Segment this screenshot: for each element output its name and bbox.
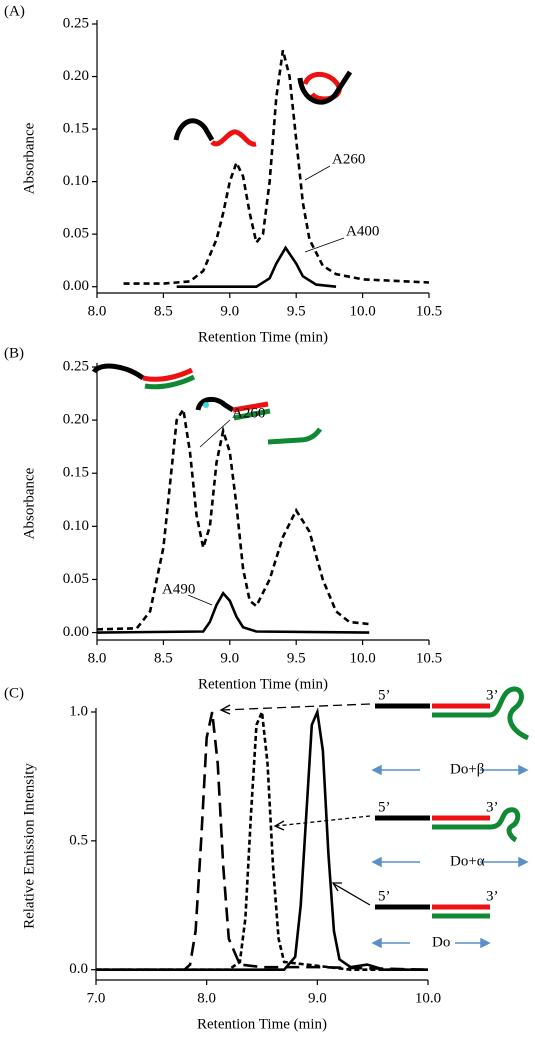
y-tick-label: 0.05: [63, 571, 89, 587]
strand-end-label: 5’: [378, 888, 391, 904]
x-tick-label: 10.5: [416, 303, 442, 319]
series-line: [96, 706, 428, 971]
x-tick-label: 8.0: [88, 650, 107, 666]
leader-line: [304, 165, 331, 181]
y-axis-title: Relative Emission Intensity: [21, 763, 37, 929]
series-label: Do+β: [450, 761, 484, 777]
dye: [203, 402, 209, 408]
x-tick-label: 7.0: [87, 990, 106, 1006]
y-tick-label: 0.0: [69, 961, 88, 977]
x-tick-label: 9.0: [308, 990, 327, 1006]
strand-end-label: 5’: [378, 799, 391, 815]
x-tick-label: 9.5: [287, 303, 306, 319]
strand-end-label: 3’: [486, 888, 499, 904]
y-tick-label: 0.5: [69, 832, 88, 848]
series-label: A400: [346, 223, 379, 239]
x-tick-label: 10.0: [349, 303, 375, 319]
x-axis-title: Retention Time (min): [197, 1016, 327, 1032]
x-tick-label: 8.5: [154, 650, 173, 666]
panel-label: (C): [4, 685, 24, 701]
y-tick-label: 0.25: [63, 358, 89, 374]
x-axis-title: Retention Time (min): [198, 676, 328, 692]
series-line: [96, 711, 429, 971]
panel-label: (A): [4, 3, 25, 19]
y-tick-label: 0.00: [63, 624, 89, 640]
series-label: A260: [232, 405, 265, 421]
x-tick-label: 9.0: [220, 650, 239, 666]
leader-line: [187, 594, 213, 606]
panel-label: (B): [4, 345, 24, 361]
y-axis-title: Absorbance: [21, 122, 37, 194]
leader-line: [304, 237, 345, 253]
series-line: [96, 405, 370, 631]
x-tick-label: 8.0: [197, 990, 216, 1006]
series-label: Do+α: [450, 853, 485, 869]
y-tick-label: 0.15: [63, 465, 89, 481]
series-label: Do: [432, 934, 450, 950]
x-tick-label: 10.0: [349, 650, 375, 666]
x-tick-label: 9.5: [287, 650, 306, 666]
y-tick-label: 1.0: [69, 703, 88, 719]
x-tick-label: 10.0: [415, 990, 441, 1006]
series-line: [176, 245, 337, 288]
series-line: [96, 591, 370, 634]
x-tick-label: 8.0: [88, 303, 107, 319]
x-tick-label: 8.5: [154, 303, 173, 319]
y-tick-label: 0.10: [63, 173, 89, 189]
y-axis-title: Absorbance: [21, 467, 37, 539]
series-line: [123, 49, 430, 285]
series-label: A260: [332, 151, 365, 167]
strand-end-label: 3’: [486, 687, 499, 703]
series-line: [96, 707, 428, 971]
y-tick-label: 0.10: [63, 518, 89, 534]
cartoon-b: [91, 363, 323, 445]
cartoon-c: [219, 686, 530, 949]
y-tick-label: 0.20: [63, 68, 89, 84]
y-tick-label: 0.25: [63, 15, 89, 31]
x-axis-title: Retention Time (min): [198, 329, 328, 345]
series-label: A490: [162, 581, 195, 597]
strand-end-label: 3’: [486, 799, 499, 815]
leader-line: [199, 419, 231, 448]
cartoon-a: [173, 70, 353, 147]
x-tick-label: 10.5: [416, 650, 442, 666]
y-tick-label: 0.00: [63, 278, 89, 294]
x-tick-label: 9.0: [220, 303, 239, 319]
y-tick-label: 0.05: [63, 226, 89, 242]
strand-end-label: 5’: [378, 687, 391, 703]
y-tick-label: 0.20: [63, 412, 89, 428]
y-tick-label: 0.15: [63, 121, 89, 137]
